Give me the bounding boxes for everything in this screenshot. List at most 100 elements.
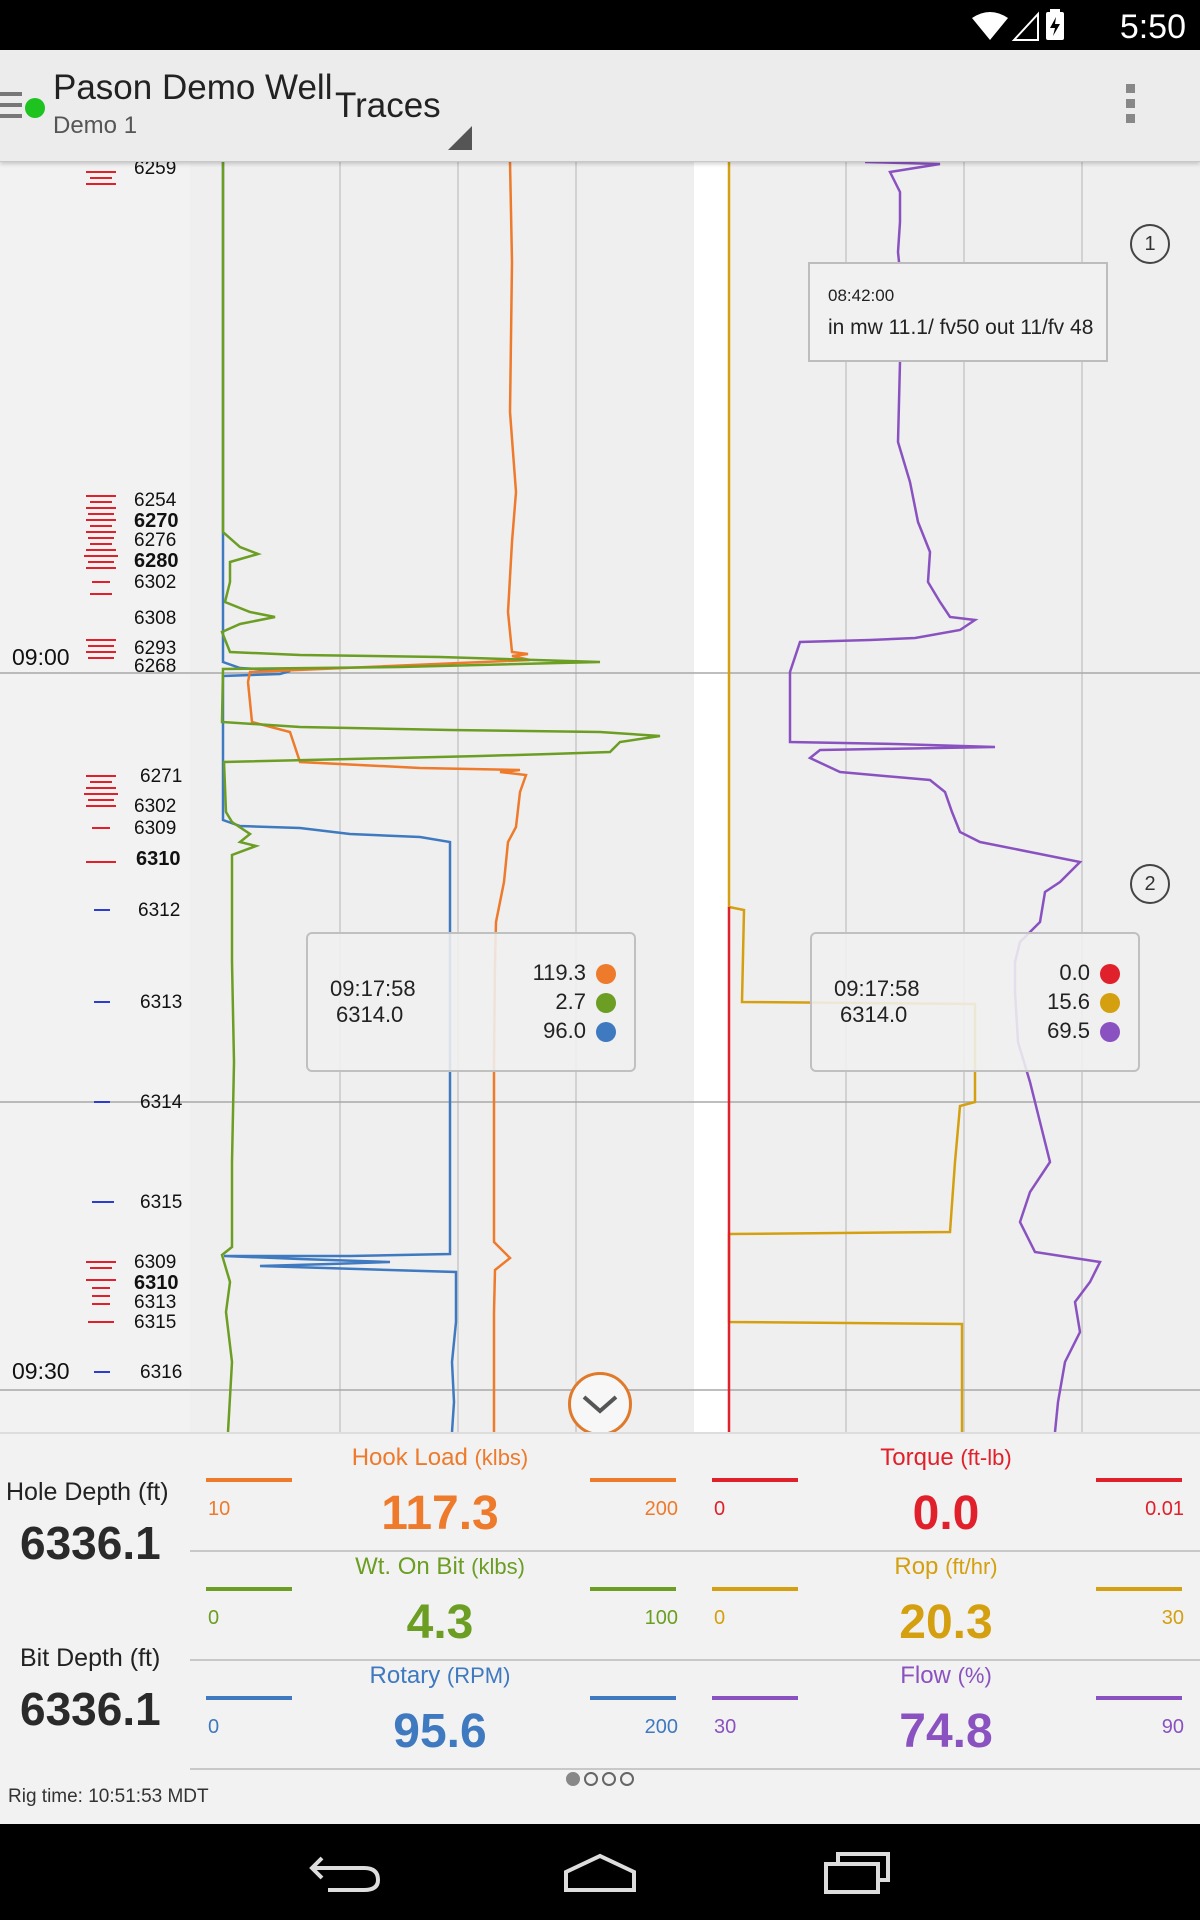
depth-label: 6280 <box>134 550 179 572</box>
metric-value: 117.3 <box>381 1487 499 1540</box>
metric-min: 0 <box>208 1607 220 1629</box>
app-bar: Pason Demo Well Demo 1 Traces <box>0 50 1200 162</box>
home-icon[interactable] <box>562 1850 638 1894</box>
readout-rotary: 96.0 <box>543 1018 586 1043</box>
annotation-note[interactable]: 08:42:00 in mw 11.1/ fv50 out 11/fv 48 <box>808 262 1108 362</box>
readout-left: 09:17:58 6314.0 119.3 2.7 96.0 <box>306 932 636 1072</box>
navigation-bar <box>0 1824 1200 1920</box>
wob-trace <box>220 162 661 1432</box>
depth-label: 6308 <box>134 608 177 629</box>
range-line <box>206 1587 292 1591</box>
metric-max: 90 <box>1161 1716 1184 1738</box>
hole-depth-value: 6336.1 <box>20 1517 161 1569</box>
annotation-marker-2[interactable]: 2 <box>1130 864 1170 904</box>
wob-dot <box>596 993 616 1013</box>
range-line <box>1096 1587 1182 1591</box>
page-dot[interactable] <box>584 1772 598 1786</box>
metric-value: 95.6 <box>393 1705 487 1758</box>
depth-label: 6316 <box>140 1362 183 1383</box>
recents-icon[interactable] <box>822 1850 892 1894</box>
menu-icon[interactable] <box>0 92 22 122</box>
scroll-down-button[interactable] <box>568 1372 632 1432</box>
metric-max: 30 <box>1161 1607 1184 1629</box>
overflow-menu-icon[interactable] <box>1126 84 1140 130</box>
traces-panel[interactable]: 6259 6254 6270 6276 6280 6302 6308 6293 … <box>0 162 1200 1432</box>
metric-title: Rop (ft/hr) <box>894 1553 998 1580</box>
metric-title: Wt. On Bit (klbs) <box>355 1553 525 1580</box>
range-line <box>712 1587 798 1591</box>
torque-dot <box>1100 964 1120 984</box>
depth-label: 6314 <box>140 1092 183 1113</box>
readout-flow: 69.5 <box>1047 1018 1090 1043</box>
depth-label: 6259 <box>134 162 177 179</box>
status-bar: 5:50 <box>0 0 1200 50</box>
trace-chart[interactable] <box>0 162 1200 1432</box>
depth-label: 6302 <box>134 796 177 817</box>
metric-rop[interactable]: Rop (ft/hr) 0 30 20.3 <box>700 1545 1192 1653</box>
rotary-dot <box>596 1022 616 1042</box>
annotation-text: in mw 11.1/ fv50 out 11/fv 48 <box>828 316 1094 339</box>
annotation-time: 08:42:00 <box>828 286 895 305</box>
depth-label: 6270 <box>134 510 179 532</box>
metric-min: 0 <box>714 1498 726 1520</box>
metrics-panel: Hole Depth (ft) 6336.1 Bit Depth (ft) 63… <box>0 1432 1200 1824</box>
page-dot[interactable] <box>566 1772 580 1786</box>
metric-torque[interactable]: Torque (ft-lb) 0 0.01 0.0 <box>700 1436 1192 1544</box>
readout-rop: 15.6 <box>1047 989 1090 1014</box>
depth-label: 6268 <box>134 656 177 677</box>
bit-depth-value: 6336.1 <box>20 1683 161 1735</box>
rig-time: Rig time: 10:51:53 MDT <box>8 1786 209 1807</box>
grid-lines <box>339 162 1083 1432</box>
back-icon[interactable] <box>308 1850 382 1894</box>
metric-value: 0.0 <box>912 1487 980 1540</box>
page-dot[interactable] <box>620 1772 634 1786</box>
metric-title: Rotary (RPM) <box>369 1662 511 1689</box>
view-selector[interactable]: Traces <box>335 86 441 125</box>
metric-hook-load[interactable]: Hook Load (klbs) 10 200 117.3 <box>194 1436 686 1544</box>
chevron-down-icon <box>582 1395 618 1414</box>
depth-label: 6313 <box>140 992 183 1013</box>
metric-max: 200 <box>644 1716 678 1738</box>
metric-wob[interactable]: Wt. On Bit (klbs) 0 100 4.3 <box>194 1545 686 1653</box>
clock: 5:50 <box>1119 8 1186 46</box>
depth-label: 6309 <box>134 818 177 839</box>
page-indicator[interactable] <box>566 1772 638 1788</box>
depth-label: 6313 <box>134 1292 177 1313</box>
metric-min: 0 <box>714 1607 726 1629</box>
flow-trace <box>788 162 1102 1432</box>
readout-wob: 2.7 <box>555 989 586 1014</box>
range-line <box>1096 1478 1182 1482</box>
metric-rotary[interactable]: Rotary (RPM) 0 200 95.6 <box>194 1654 686 1762</box>
depth-label: 6310 <box>134 1272 179 1294</box>
depth-label: 6309 <box>134 1252 177 1273</box>
metric-min: 0 <box>208 1716 220 1738</box>
wifi-icon <box>972 12 1008 40</box>
readout-time-depth: 09:17:58 6314.0 <box>834 976 920 1028</box>
metric-flow[interactable]: Flow (%) 30 90 74.8 <box>700 1654 1192 1762</box>
readout-time: 09:17:58 <box>834 976 920 1001</box>
connection-status-dot <box>25 98 45 118</box>
depth-label: 6276 <box>134 530 177 551</box>
depth-tick-marks-blue <box>92 909 114 1373</box>
range-line <box>712 1478 798 1482</box>
range-line <box>206 1478 292 1482</box>
range-line <box>1096 1696 1182 1700</box>
page-dot[interactable] <box>602 1772 616 1786</box>
readout-torque: 0.0 <box>1059 960 1090 985</box>
readout-depth: 6314.0 <box>336 1002 404 1027</box>
hookload-trace <box>246 162 531 1432</box>
metric-max: 100 <box>644 1607 678 1629</box>
metric-value: 20.3 <box>899 1596 993 1649</box>
well-subtitle: Demo 1 <box>53 112 138 139</box>
status-icons <box>972 9 1064 41</box>
dropdown-arrow-icon[interactable] <box>448 126 472 150</box>
depth-tick-marks <box>84 171 118 1323</box>
battery-charging-icon <box>1046 9 1064 40</box>
depth-label: 6315 <box>134 1312 177 1333</box>
depth-label: 6271 <box>140 766 183 787</box>
annotation-marker-1[interactable]: 1 <box>1130 224 1170 264</box>
well-title[interactable]: Pason Demo Well <box>53 68 333 107</box>
range-line <box>590 1587 676 1591</box>
divider <box>190 1550 1200 1552</box>
metric-title: Torque (ft-lb) <box>880 1444 1012 1471</box>
